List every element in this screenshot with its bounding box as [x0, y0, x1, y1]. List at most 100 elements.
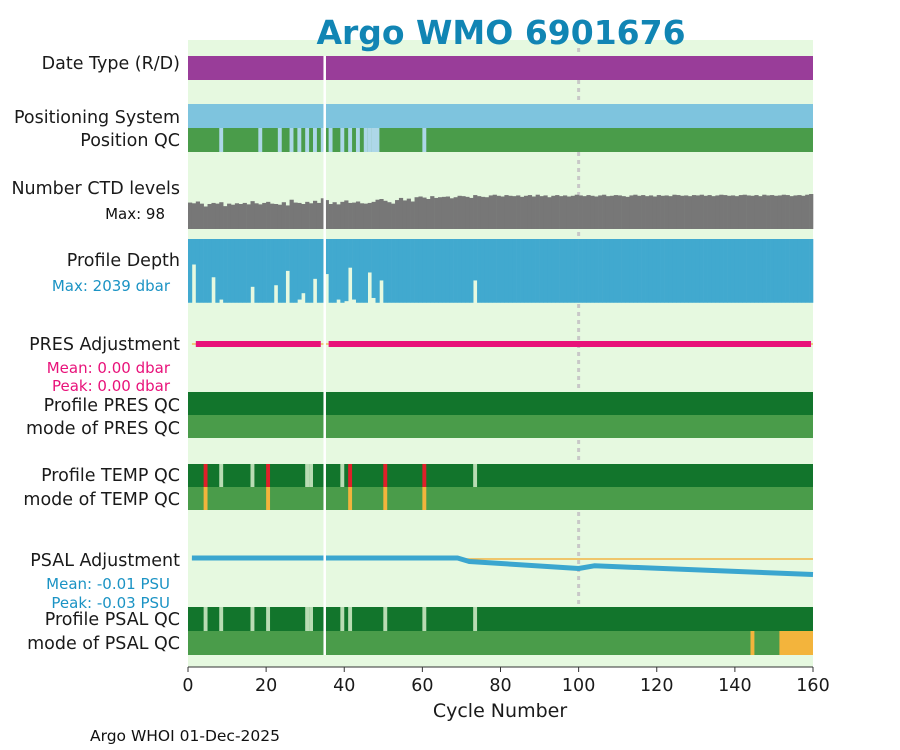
x-tick-label: 80: [489, 676, 511, 696]
mode-psal-qc-flag: [750, 631, 755, 655]
profile-depth-bar: [594, 239, 599, 303]
ctd-levels-bar: [426, 199, 431, 229]
ctd-levels-bar: [250, 201, 255, 229]
profile-depth-bar: [387, 239, 392, 303]
ctd-levels-bar: [305, 201, 310, 229]
profile-depth-bar: [504, 239, 509, 303]
ctd-levels-bar: [773, 195, 779, 229]
profile-depth-bar: [508, 239, 513, 303]
label-mode-temp-qc: mode of TEMP QC: [23, 490, 180, 510]
ctd-levels-bar: [715, 195, 720, 229]
ctd-levels-bar: [418, 196, 423, 229]
ctd-levels-bar: [801, 195, 806, 229]
ctd-levels-bar: [313, 200, 318, 229]
x-tick-label: 0: [182, 676, 193, 696]
x-tick-label: 60: [411, 676, 433, 696]
profile-depth-bar: [555, 239, 560, 303]
profile-depth-bar: [516, 239, 521, 303]
profile-depth-bar: [770, 239, 775, 303]
ctd-max-label: Max: 98: [105, 205, 165, 223]
profile-depth-bar: [762, 239, 767, 303]
profile-depth-bar: [293, 239, 298, 303]
label-positioning-system: Positioning System: [14, 108, 180, 128]
ctd-levels-bar: [641, 195, 646, 229]
ctd-levels-bar: [730, 195, 736, 229]
profile-depth-bar: [781, 239, 786, 303]
mode-psal-qc-warn-span: [779, 631, 813, 655]
ctd-levels-bar: [199, 203, 204, 229]
profile-depth-bar: [297, 239, 302, 300]
ctd-levels-bar: [309, 203, 314, 229]
position-qc-flag: [422, 128, 427, 152]
profile-depth-bar: [660, 239, 665, 303]
profile-depth-bar: [691, 239, 697, 303]
profile-depth-bar: [785, 239, 790, 303]
profile-depth-bar: [566, 239, 572, 303]
profile-depth-bar: [590, 239, 595, 303]
profile-depth-bar: [402, 239, 408, 303]
ctd-levels-bar: [625, 196, 630, 229]
ctd-levels-bar: [379, 199, 384, 229]
profile-depth-bar: [469, 239, 474, 303]
profile-depth-bar: [488, 239, 493, 303]
label-profile-pres-qc: Profile PRES QC: [44, 396, 180, 416]
profile-depth-bar: [414, 239, 419, 303]
ctd-levels-bar: [527, 195, 533, 229]
ctd-levels-bar: [809, 194, 814, 229]
ctd-levels-bar: [727, 195, 732, 229]
profile-depth-bar: [230, 239, 236, 303]
ctd-levels-bar: [266, 201, 271, 229]
profile-depth-bar: [695, 239, 701, 303]
profile-depth-bar: [613, 239, 618, 303]
profile-psal-qc-bar: [188, 607, 813, 631]
ctd-levels-bar: [398, 197, 404, 229]
ctd-levels-bar: [563, 195, 568, 229]
ctd-levels-bar: [723, 195, 728, 229]
position-qc-flag: [219, 128, 224, 152]
label-profile-depth: Profile Depth: [67, 251, 180, 271]
profile-depth-bar: [422, 239, 427, 303]
profile-depth-bar: [523, 239, 529, 303]
ctd-levels-bar: [207, 204, 212, 229]
profile-depth-bar: [559, 239, 564, 303]
ctd-levels-bar: [746, 195, 751, 229]
profile-depth-bar: [453, 239, 458, 303]
profile-depth-bar: [520, 239, 525, 303]
profile-depth-bar: [191, 239, 197, 265]
profile-depth-bar: [699, 239, 704, 303]
profile-depth-bar: [500, 239, 505, 303]
ctd-levels-bar: [215, 203, 220, 229]
profile-depth-bar: [332, 239, 337, 303]
ctd-levels-bar: [539, 196, 544, 229]
profile-temp-qc-bad-flag: [383, 464, 388, 487]
ctd-levels-bar: [609, 195, 615, 229]
ctd-levels-bar: [652, 196, 658, 229]
mode-psal-qc-bar: [188, 631, 813, 655]
ctd-levels-bar: [344, 200, 349, 229]
ctd-levels-bar: [355, 201, 361, 229]
ctd-levels-bar: [320, 198, 326, 229]
profile-depth-bar: [328, 239, 333, 303]
ctd-levels-bar: [742, 194, 747, 229]
mode-temp-qc-flag: [266, 487, 271, 510]
ctd-levels-bar: [500, 196, 505, 229]
ctd-levels-bar: [582, 196, 587, 229]
ctd-levels-bar: [578, 195, 583, 229]
ctd-levels-bar: [508, 195, 513, 229]
profile-depth-bar: [480, 239, 486, 303]
ctd-levels-bar: [332, 202, 337, 229]
depth-max-label: Max: 2039 dbar: [52, 277, 171, 295]
profile-depth-bar: [234, 239, 240, 303]
profile-depth-bar: [195, 239, 201, 303]
pres-mean-label: Mean: 0.00 dbar: [47, 359, 171, 377]
profile-depth-bar: [438, 239, 443, 303]
psal-adjustment-line: [191, 555, 814, 577]
profile-depth-bar: [773, 239, 779, 303]
profile-depth-bar: [672, 239, 677, 303]
profile-depth-bar: [305, 239, 310, 303]
ctd-levels-bar: [555, 195, 560, 229]
position-qc-flag: [258, 128, 263, 152]
profile-depth-bar: [582, 239, 587, 303]
position-qc-flag: [305, 128, 310, 152]
x-tick-label: 140: [718, 676, 751, 696]
